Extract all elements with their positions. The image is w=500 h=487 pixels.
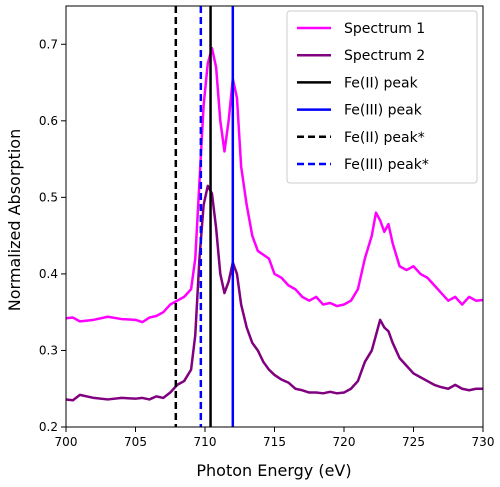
y-tick-label-5: 0.7 (39, 37, 58, 51)
legend-label-4: Fe(III) peak (344, 103, 423, 119)
legend-label-5: Fe(II) peak* (344, 130, 425, 146)
x-axis-label: Photon Energy (eV) (196, 461, 351, 480)
x-tick-label-0: 700 (55, 435, 78, 449)
axes: 700 705 710 715 720 725 730 0.2 0.3 0.4 0.5 0.6 0.7 (39, 5, 495, 449)
plot-content (66, 6, 483, 427)
y-tick-label-1: 0.3 (39, 343, 58, 357)
y-tick-label-3: 0.5 (39, 190, 58, 204)
x-tick-label-3: 715 (263, 435, 286, 449)
series-line-2 (66, 184, 483, 402)
legend-label-6: Fe(III) peak* (344, 157, 429, 173)
legend-label-3: Fe(II) peak (344, 75, 419, 91)
x-tick-label-6: 730 (472, 435, 495, 449)
x-tick-label-5: 725 (402, 435, 425, 449)
series-line-1 (66, 46, 483, 324)
y-tick-label-2: 0.4 (39, 267, 58, 281)
x-tick-label-1: 705 (124, 435, 147, 449)
legend-label-2: Spectrum 2 (344, 48, 425, 64)
x-tick-label-2: 710 (194, 435, 217, 449)
legend-label-1: Spectrum 1 (344, 21, 425, 37)
x-tick-label-4: 720 (333, 435, 356, 449)
legend: Spectrum 1 Spectrum 2 Fe(II) peak Fe(III) p… (286, 10, 478, 184)
y-axis-label: Normalized Absorption (5, 129, 24, 311)
legend-box (286, 10, 478, 184)
y-tick-label-4: 0.6 (39, 114, 58, 128)
y-tick-label-0: 0.2 (39, 420, 58, 434)
plot-area (66, 6, 483, 427)
